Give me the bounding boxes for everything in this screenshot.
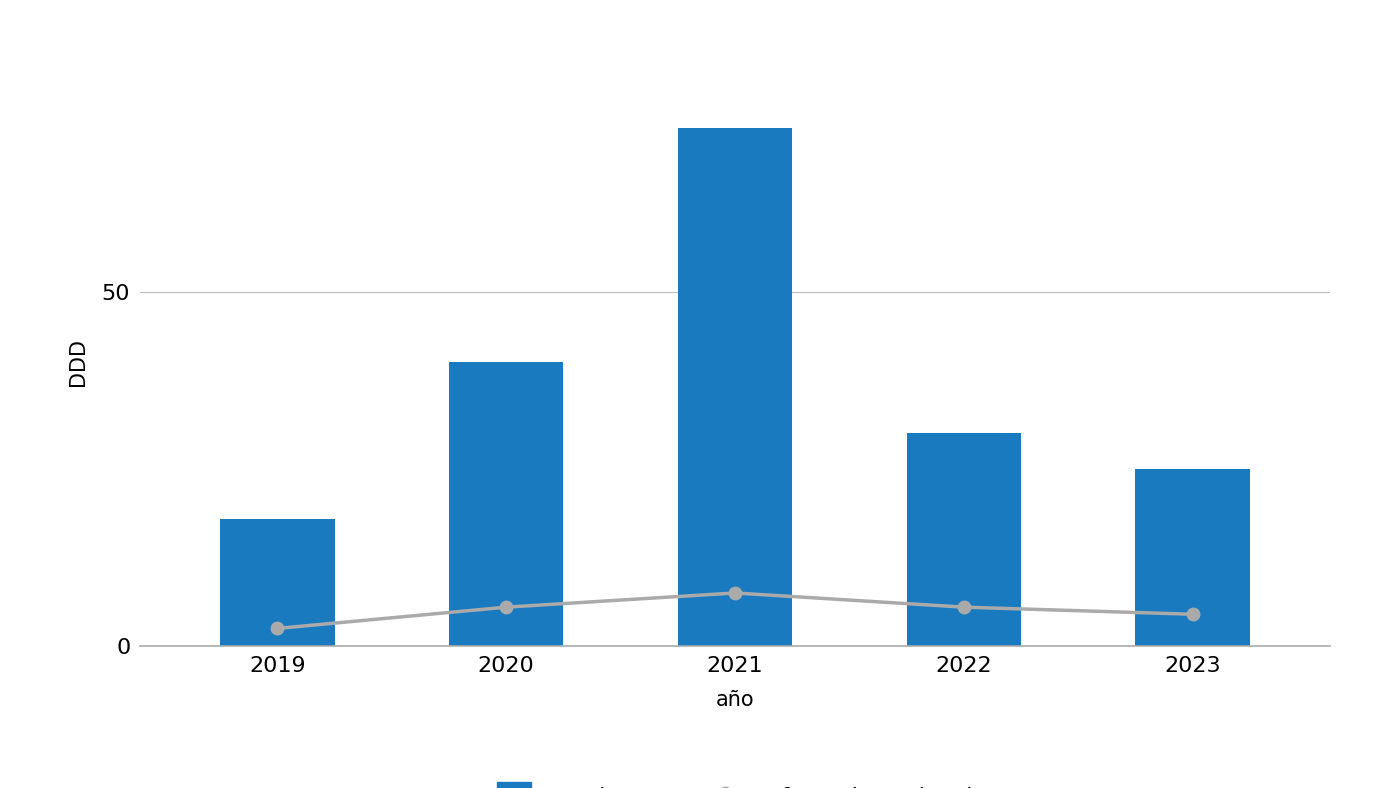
- Bar: [220, 519, 335, 646]
- Bar: [449, 362, 563, 646]
- X-axis label: año: año: [715, 690, 755, 710]
- Legend: granja, referencia nacional: granja, referencia nacional: [497, 782, 973, 788]
- Bar: [907, 433, 1021, 646]
- Y-axis label: DDD: DDD: [67, 339, 88, 386]
- Bar: [1135, 469, 1250, 646]
- Bar: [678, 128, 792, 646]
